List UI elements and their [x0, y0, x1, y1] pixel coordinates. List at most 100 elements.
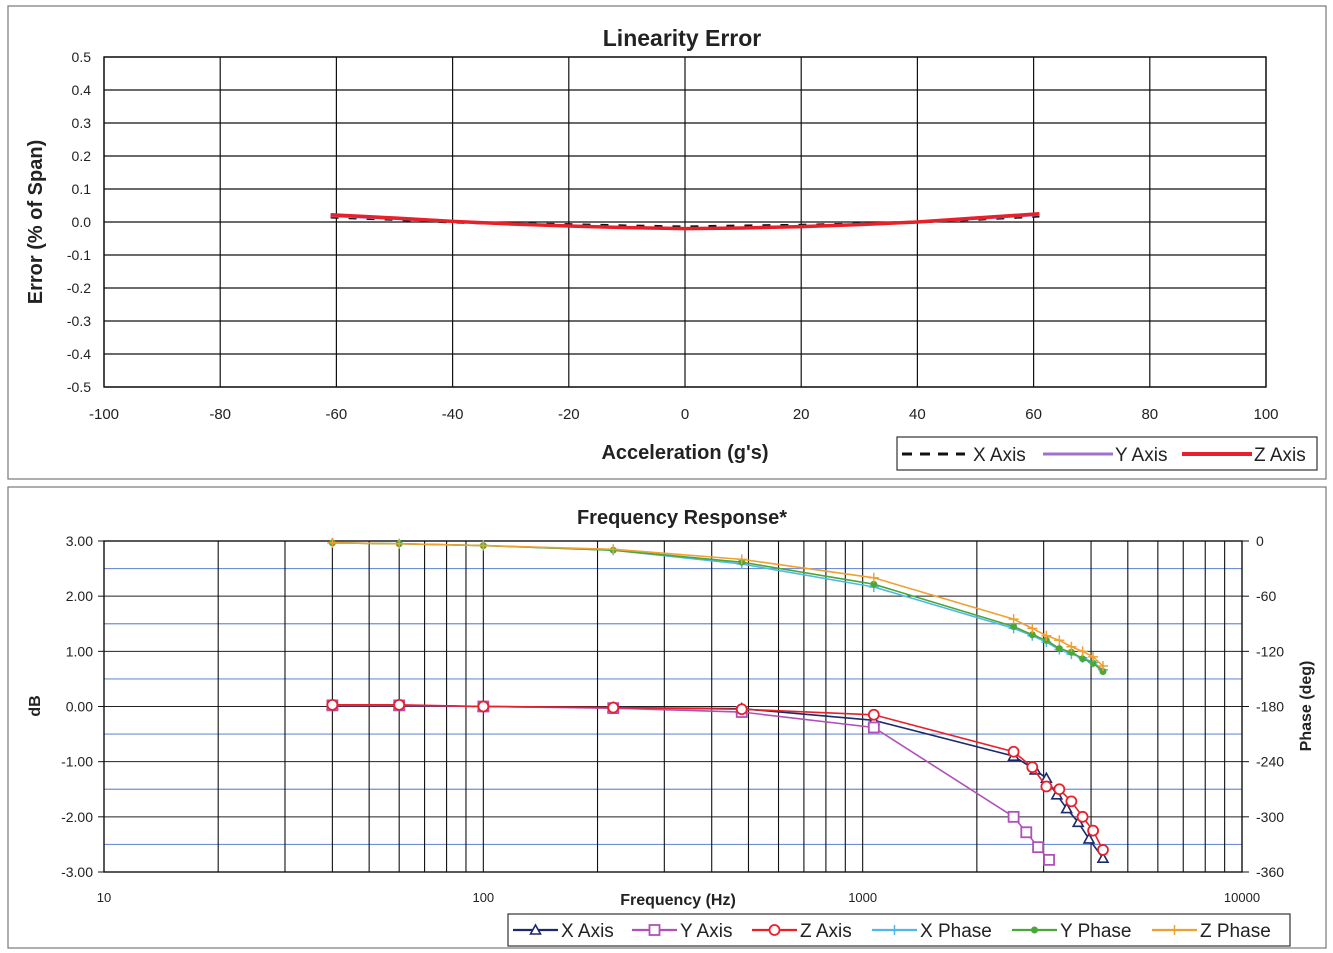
linearity-x-tick-label: -100: [89, 406, 119, 423]
freq-series-3-point: [1026, 761, 1039, 774]
linearity-legend-label-3: Z Axis: [1254, 445, 1306, 466]
freq-series-6-point: [1027, 623, 1038, 634]
linearity-x-tick-label: -20: [558, 406, 580, 423]
freq-series-2-point: [1007, 810, 1020, 823]
linearity-y-tick-label: 0.5: [72, 49, 92, 65]
linearity-y-tick-label: -0.2: [67, 280, 91, 296]
freq-series-3-point: [1007, 745, 1020, 758]
freq-series-6-point: [1008, 614, 1019, 625]
freq-series-3-point: [1076, 810, 1089, 823]
linearity-x-tick-label: 80: [1141, 406, 1158, 423]
freq-series-3-point: [326, 698, 339, 711]
linearity-x-tick-label: 40: [909, 406, 926, 423]
freq-y2-tick-label: -300: [1256, 809, 1284, 825]
linearity-y-axis-label: Error (% of Span): [25, 140, 47, 304]
freq-x-tick-label: 1000: [848, 890, 877, 905]
freq-series-6-point: [608, 544, 619, 555]
freq-legend-label-3: Z Axis: [800, 921, 852, 942]
freq-series-3-point: [1065, 795, 1078, 808]
linearity-series-line-3: [330, 212, 1040, 231]
freq-series-3-point: [867, 708, 880, 721]
freq-y2-axis-label: Phase (deg): [1298, 661, 1315, 752]
freq-series-3-point: [477, 700, 490, 713]
linearity-x-tick-label: 100: [1253, 406, 1278, 423]
freq-series-6-point: [1066, 641, 1077, 652]
freq-series-6-point: [327, 537, 338, 548]
freq-y2-tick-label: -360: [1256, 864, 1284, 880]
linearity-y-tick-label: -0.4: [67, 346, 91, 362]
freq-series-6-point: [478, 540, 489, 551]
linearity-x-tick-label: -80: [209, 406, 231, 423]
freq-y2-tick-label: -180: [1256, 699, 1284, 715]
linearity-chart-title: Linearity Error: [603, 25, 762, 51]
freq-x-tick-label: 100: [472, 890, 494, 905]
freq-y-tick-label: -3.00: [61, 864, 93, 880]
linearity-x-tick-label: -60: [326, 406, 348, 423]
linearity-x-tick-label: 0: [681, 406, 689, 423]
linearity-x-axis-label: Acceleration (g's): [601, 442, 768, 464]
freq-series-3-point: [735, 703, 748, 716]
freq-series-3-point: [768, 924, 781, 936]
freq-x-axis-label: Frequency (Hz): [620, 892, 736, 909]
freq-y2-tick-label: -240: [1256, 754, 1284, 770]
freq-series-line-6: [332, 542, 1104, 667]
freq-series-3-point: [607, 701, 620, 714]
freq-series-3-point: [1040, 780, 1053, 793]
linearity-x-tick-label: -40: [442, 406, 464, 423]
linearity-panel-frame: [7, 5, 1327, 480]
freq-series-2-point: [1043, 853, 1055, 866]
linearity-error-chart: -100 -80 -60 -40 -20 0 20 40 60 80 100 0.5 0.4 0.3 0.2…: [25, 25, 1318, 471]
freq-series-4-point: [889, 925, 900, 935]
freq-x-tick-label: 10: [97, 890, 111, 905]
frequency-panel-frame: [7, 486, 1327, 949]
linearity-y-tick-label: -0.3: [67, 313, 91, 329]
linearity-y-tick-label: -0.5: [67, 379, 91, 395]
freq-series-2-point: [648, 924, 661, 936]
freq-y-tick-label: 3.00: [66, 533, 93, 549]
freq-y-axis-label: dB: [27, 695, 44, 716]
freq-series-2-point: [1032, 841, 1044, 854]
freq-series-2-point: [1020, 826, 1033, 839]
freq-series-1-point: [1096, 851, 1110, 864]
linearity-y-tick-label: 0.1: [72, 181, 92, 197]
frequency-response-chart: 3.00 2.00 1.00 0.00 -1.00 -2.00 -3.00 0 -60 -120 -…: [27, 507, 1315, 947]
freq-y-tick-label: -2.00: [61, 809, 93, 825]
freq-series-6-point: [1077, 646, 1088, 657]
linearity-y-tick-label: 0.3: [72, 115, 92, 131]
freq-series-6-point: [1054, 635, 1065, 646]
freq-series-1-point: [1060, 801, 1074, 814]
freq-y2-tick-label: -120: [1256, 643, 1284, 659]
linearity-y-tick-label: 0.2: [72, 148, 92, 164]
freq-y-tick-label: 2.00: [66, 588, 93, 604]
freq-legend-label-6: Z Phase: [1200, 921, 1271, 942]
freq-series-3-point: [393, 698, 406, 711]
freq-series-1-point: [529, 923, 542, 935]
freq-series-6-point: [1088, 651, 1099, 662]
freq-series-2-point: [867, 721, 880, 734]
freq-series-5-point: [1031, 926, 1038, 934]
freq-y2-tick-label: -60: [1256, 588, 1276, 604]
freq-y-tick-label: 0.00: [66, 699, 93, 715]
freq-y2-tick-label: 0: [1256, 533, 1264, 549]
freq-legend-label-4: X Phase: [920, 921, 992, 942]
linearity-x-tick-label: 60: [1025, 406, 1042, 423]
freq-series-3-point: [1087, 824, 1099, 837]
freq-series-6-point: [1041, 630, 1052, 641]
freq-series-5-point: [1055, 645, 1063, 653]
freq-series-5-point: [1079, 655, 1087, 663]
freq-series-3-point: [1053, 783, 1066, 796]
freq-series-6-point: [736, 554, 747, 565]
linearity-y-tick-label: 0.4: [72, 82, 92, 98]
freq-chart-title: Frequency Response*: [577, 507, 787, 529]
freq-series-6-point: [394, 538, 405, 549]
linearity-legend-label-2: Y Axis: [1115, 445, 1167, 466]
linearity-y-tick-label: 0.0: [72, 214, 92, 230]
linearity-legend-label-1: X Axis: [973, 445, 1026, 466]
freq-legend-label-1: X Axis: [561, 921, 614, 942]
freq-series-5-point: [1010, 623, 1018, 631]
linearity-plot-area: [103, 56, 1267, 388]
freq-legend-label-2: Y Axis: [680, 921, 732, 942]
freq-y-tick-label: -1.00: [61, 754, 93, 770]
linearity-y-tick-label: -0.1: [67, 247, 91, 263]
